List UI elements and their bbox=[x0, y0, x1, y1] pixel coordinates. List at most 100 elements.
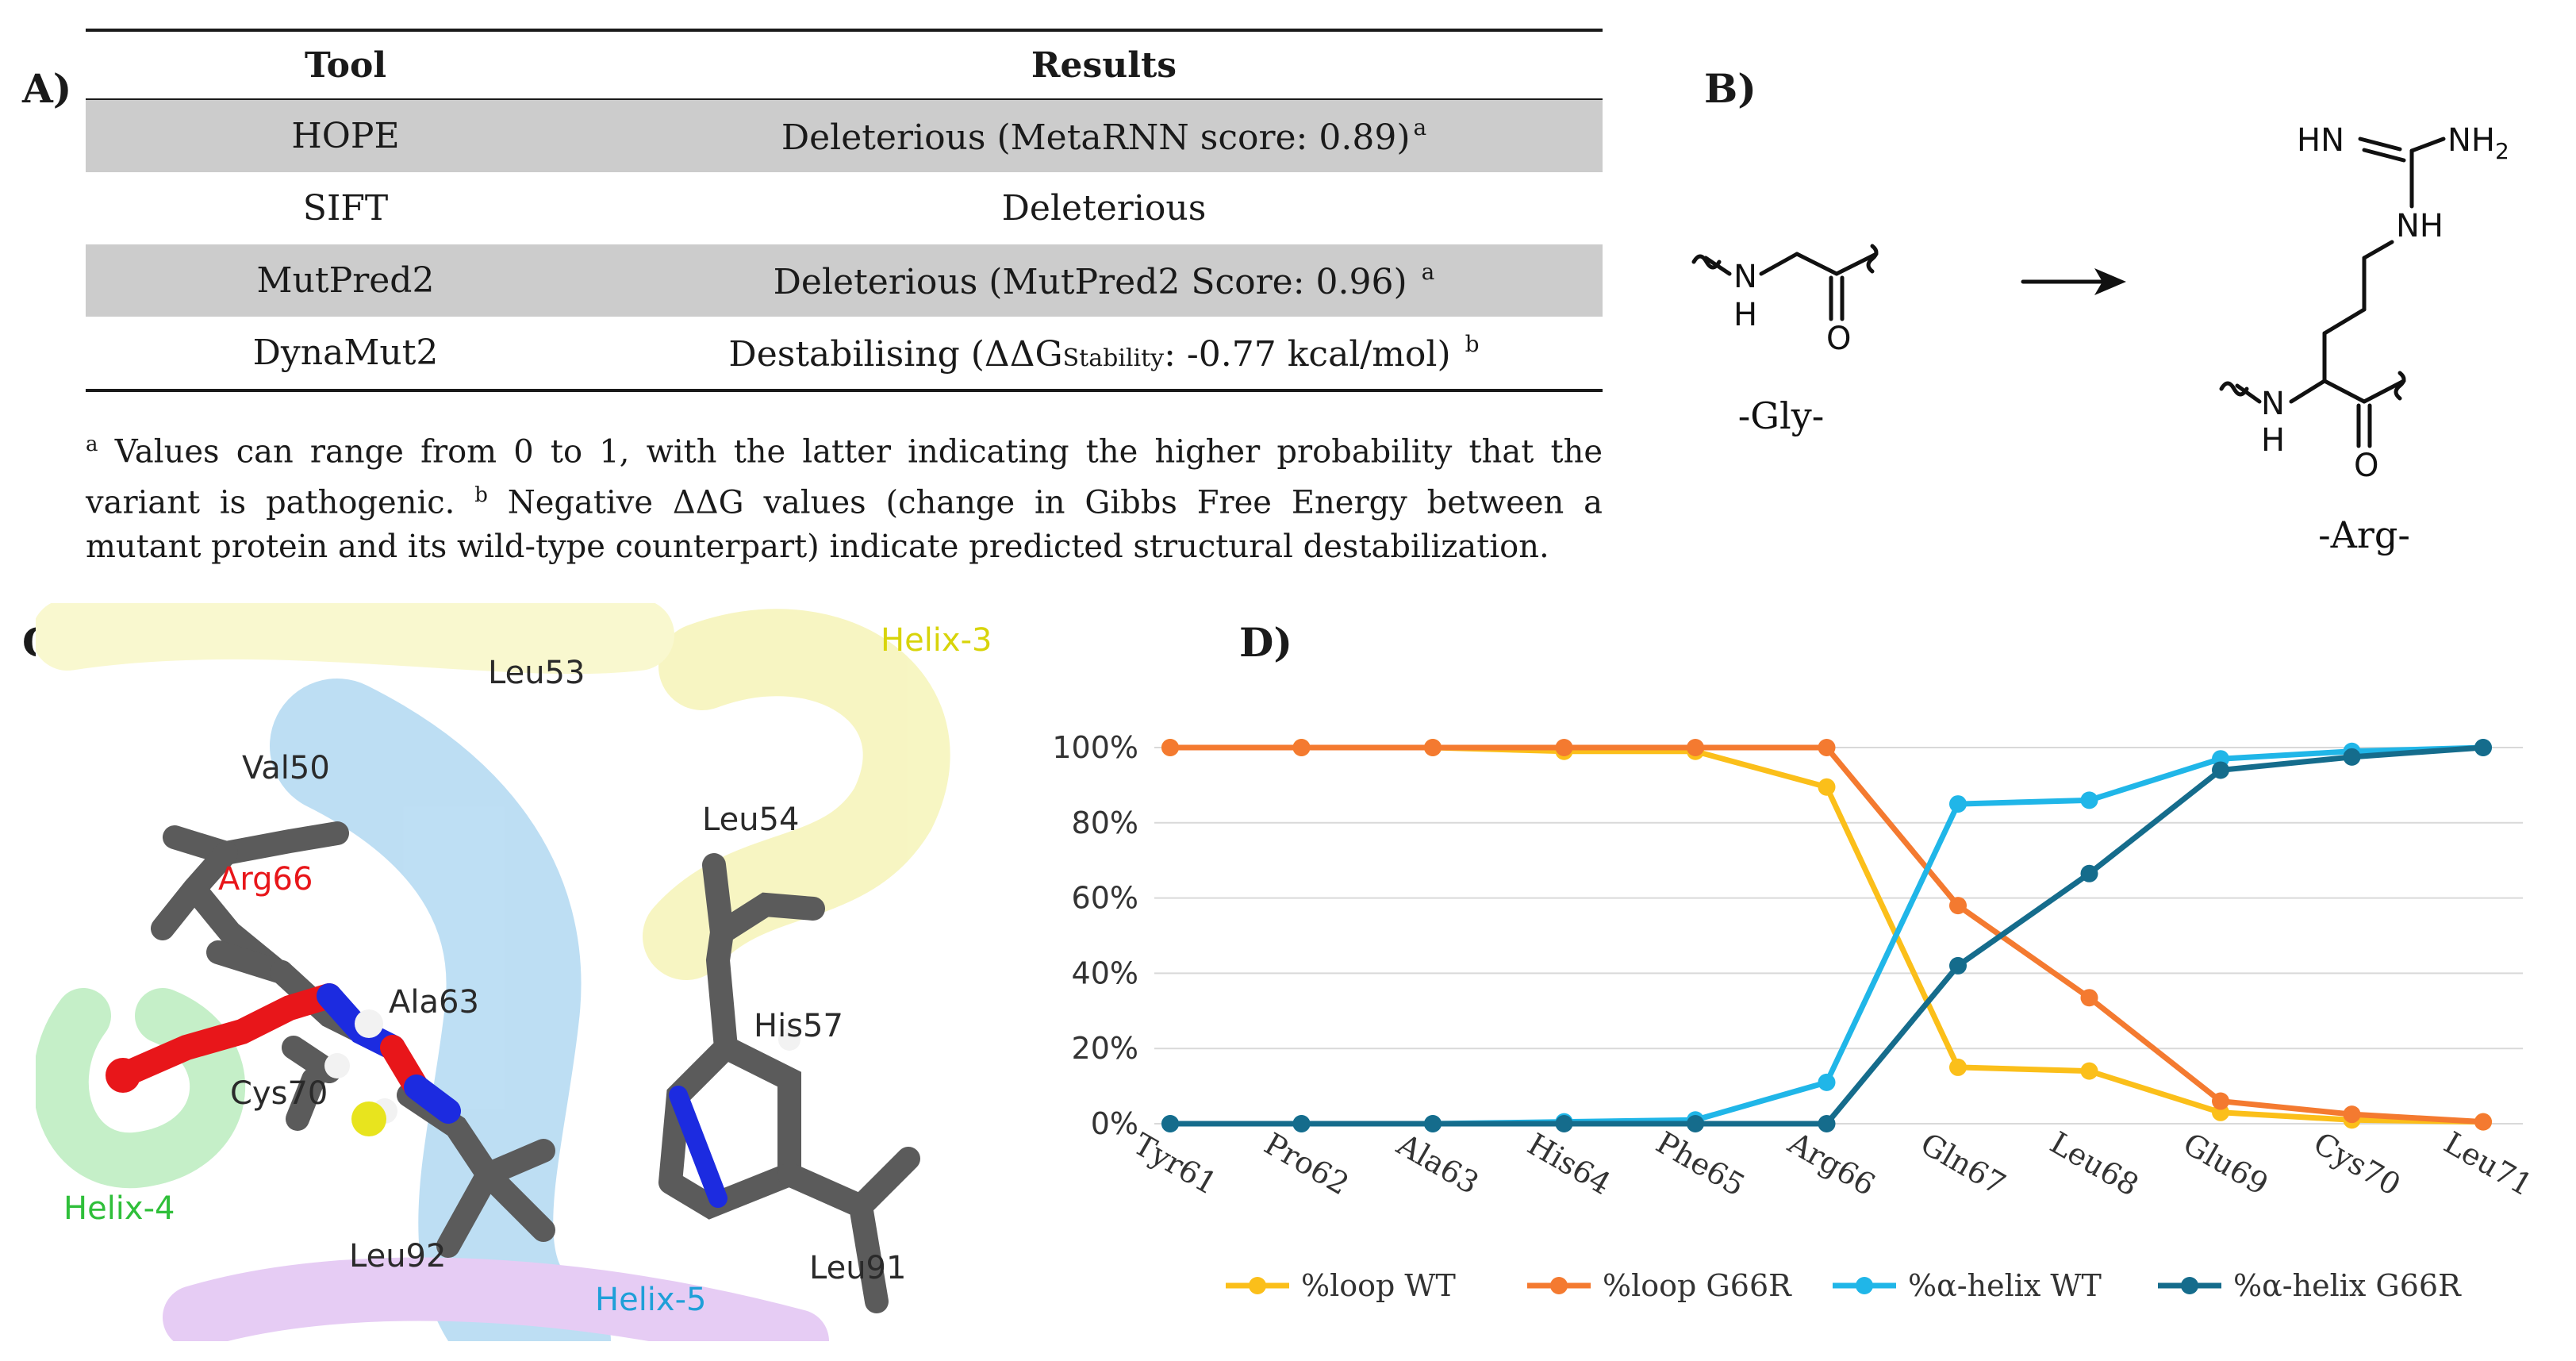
data-point bbox=[2212, 761, 2229, 779]
y-tick-label: 20% bbox=[1072, 1031, 1138, 1066]
table-bottom-rule bbox=[86, 389, 1603, 392]
grid bbox=[1154, 747, 2523, 1125]
residue-label: Val50 bbox=[242, 750, 330, 786]
header-tool: Tool bbox=[304, 44, 387, 86]
data-point bbox=[1687, 1115, 1704, 1132]
line-chart: 0% 20% 40% 60% 80% 100% Tyr61 Pro62 Ala63 His64 P… bbox=[1052, 730, 2538, 1303]
helix-5-label: Helix-5 bbox=[595, 1282, 707, 1318]
residue-label: Leu92 bbox=[349, 1238, 447, 1274]
arg-nh-atom: NH bbox=[2396, 208, 2444, 244]
data-point bbox=[2474, 1113, 2492, 1131]
data-point bbox=[1161, 1115, 1179, 1132]
legend: %loop WT %loop G66R %α-helix WT %α-helix G6… bbox=[1226, 1268, 2462, 1303]
gly-h-atom: H bbox=[1733, 297, 1757, 333]
arg-o-atom: O bbox=[2354, 448, 2378, 484]
y-tick-label: 60% bbox=[1072, 881, 1138, 916]
hydrogen-atom bbox=[324, 1053, 350, 1078]
hydrogen-atom bbox=[778, 1028, 800, 1051]
helix-3-ribbon bbox=[643, 609, 950, 980]
y-tick-label: 0% bbox=[1091, 1106, 1138, 1141]
series-line bbox=[1170, 744, 2484, 1125]
y-tick-label: 100% bbox=[1052, 730, 1138, 765]
data-point bbox=[1292, 739, 1311, 756]
residue-label: Ala63 bbox=[389, 984, 479, 1021]
legend-swatch-marker bbox=[1249, 1277, 1266, 1294]
data-point bbox=[2343, 1105, 2361, 1124]
series-line bbox=[1170, 744, 2484, 1127]
panel-label-a: A) bbox=[22, 65, 72, 112]
helix-3-top-ribbon bbox=[36, 603, 674, 675]
data-point bbox=[1292, 1115, 1311, 1132]
arg-label: -Arg- bbox=[2318, 513, 2410, 556]
data-point bbox=[1424, 1115, 1442, 1132]
table-footnote: a Values can range from 0 to 1, with the… bbox=[86, 433, 1603, 565]
data-point bbox=[1949, 1058, 1967, 1076]
residue-label: Leu54 bbox=[702, 802, 800, 838]
table-top-rule bbox=[86, 29, 1603, 32]
x-tick-label: Gln67 bbox=[1915, 1126, 2012, 1202]
legend-label: %α-helix G66R bbox=[2233, 1268, 2462, 1303]
x-tick-label: Leu68 bbox=[2044, 1125, 2144, 1203]
sulfur-atom bbox=[351, 1101, 386, 1136]
results-table: Tool Results HOPE Deleterious (MetaRNN s… bbox=[86, 29, 1603, 392]
reaction-arrow-head bbox=[2094, 268, 2126, 295]
data-point bbox=[1818, 1115, 1836, 1132]
legend-swatch-marker bbox=[1550, 1277, 1568, 1294]
legend-label: %α-helix WT bbox=[1908, 1268, 2102, 1303]
series bbox=[1161, 739, 2492, 1132]
data-point bbox=[1949, 897, 1967, 915]
tool-cell: MutPred2 bbox=[256, 260, 435, 301]
residue-label: His57 bbox=[754, 1008, 843, 1044]
data-point bbox=[1949, 956, 1967, 975]
data-point bbox=[1818, 739, 1836, 756]
x-tick-label: Phe65 bbox=[1650, 1125, 1751, 1203]
legend-label: %loop WT bbox=[1301, 1268, 1456, 1303]
x-tick-label: His64 bbox=[1522, 1126, 1617, 1201]
y-tick-label: 80% bbox=[1072, 805, 1138, 840]
data-point bbox=[1555, 1115, 1573, 1132]
legend-swatch-marker bbox=[1856, 1277, 1873, 1294]
result-cell: Destabilising (ΔΔGStability: -0.77 kcal/… bbox=[728, 331, 1480, 375]
arg-n-atom: N bbox=[2261, 386, 2285, 422]
helix-4-label: Helix-4 bbox=[63, 1190, 175, 1227]
arg-h-atom: H bbox=[2261, 422, 2285, 459]
data-point bbox=[2080, 1062, 2098, 1080]
x-axis: Tyr61 Pro62 Ala63 His64 Phe65 Arg66 Gln67 Leu68… bbox=[1127, 1125, 2538, 1203]
data-point bbox=[2080, 864, 2098, 882]
tool-cell: DynaMut2 bbox=[252, 333, 439, 373]
gly-wavy-bond-right bbox=[1866, 244, 1879, 274]
table-row: MutPred2 Deleterious (MutPred2 Score: 0.… bbox=[86, 244, 1603, 317]
arg66-atom bbox=[106, 1058, 140, 1093]
gly-to-arg-diagram: N H O N H O NH HN NH2 -Gly- -Arg- bbox=[1691, 122, 2509, 556]
gly-o-atom: O bbox=[1826, 321, 1851, 357]
result-cell: Deleterious bbox=[1001, 188, 1207, 229]
data-point bbox=[1818, 778, 1836, 796]
x-tick-label: Leu71 bbox=[2438, 1125, 2538, 1203]
helix-4-ribbon bbox=[36, 988, 246, 1189]
data-point bbox=[1687, 739, 1704, 756]
legend-swatch-marker bbox=[2181, 1277, 2198, 1294]
gly-label: -Gly- bbox=[1738, 394, 1825, 437]
gly-n-atom: N bbox=[1733, 259, 1757, 295]
data-point bbox=[2080, 989, 2098, 1007]
data-point bbox=[2343, 748, 2361, 766]
secondary-structure-chart: 0% 20% 40% 60% 80% 100% Tyr61 Pro62 Ala63 His64 P… bbox=[1031, 682, 2576, 1358]
table-header-rule bbox=[86, 98, 1603, 100]
tool-cell: SIFT bbox=[302, 188, 389, 229]
protein-structure-view: Helix-3 Helix-4 Helix-5 Leu53 Val50 Leu5… bbox=[36, 603, 1018, 1341]
result-cell: Deleterious (MetaRNN score: 0.89) a bbox=[781, 114, 1427, 158]
legend-label: %loop G66R bbox=[1603, 1268, 1792, 1303]
table-row: SIFT Deleterious bbox=[86, 172, 1603, 244]
table-row: DynaMut2 Destabilising (ΔΔGStability: -0… bbox=[86, 317, 1603, 389]
series-line bbox=[1170, 744, 2484, 1127]
data-point bbox=[2474, 739, 2492, 756]
x-tick-label: Arg66 bbox=[1782, 1125, 1881, 1203]
arg-wavy-bond-right bbox=[2394, 371, 2406, 401]
x-tick-label: Tyr61 bbox=[1127, 1126, 1223, 1201]
panel-label-b: B) bbox=[1704, 65, 1756, 112]
x-tick-label: Pro62 bbox=[1258, 1126, 1355, 1202]
hydrogen-atom bbox=[355, 1009, 383, 1038]
y-axis: 0% 20% 40% 60% 80% 100% bbox=[1052, 730, 1138, 1141]
result-cell: Deleterious (MutPred2 Score: 0.96) a bbox=[773, 259, 1435, 302]
data-point bbox=[1424, 739, 1442, 756]
